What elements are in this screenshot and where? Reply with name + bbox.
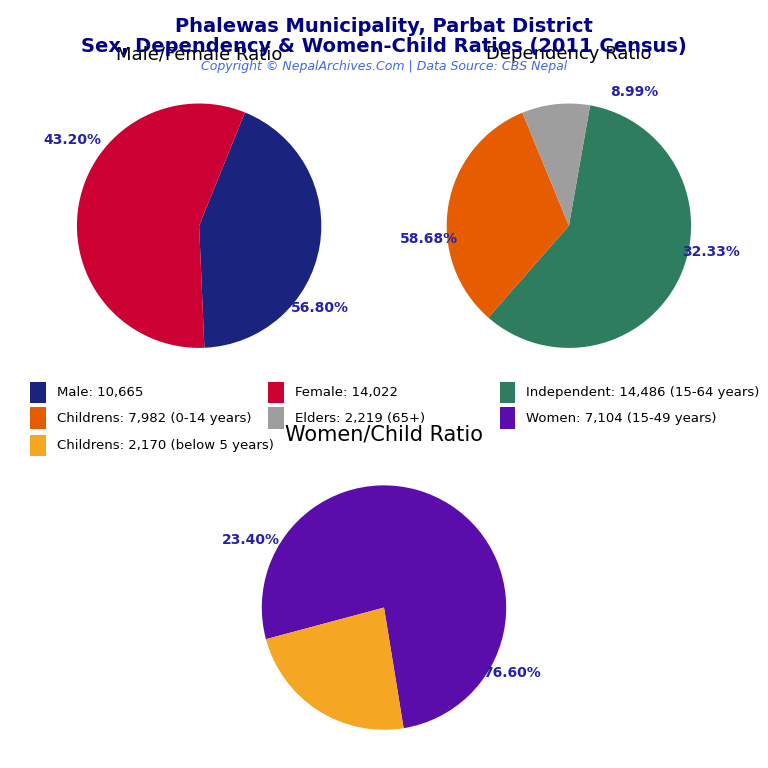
Wedge shape: [266, 607, 404, 730]
Title: Dependency Ratio: Dependency Ratio: [486, 45, 651, 63]
Text: Sex, Dependency & Women-Child Ratios (2011 Census): Sex, Dependency & Women-Child Ratios (20…: [81, 37, 687, 56]
FancyBboxPatch shape: [499, 382, 515, 403]
Text: Childrens: 2,170 (below 5 years): Childrens: 2,170 (below 5 years): [57, 439, 274, 452]
Wedge shape: [262, 485, 506, 728]
Text: 56.80%: 56.80%: [291, 301, 349, 315]
Wedge shape: [77, 104, 245, 348]
FancyBboxPatch shape: [499, 408, 515, 429]
Text: Female: 14,022: Female: 14,022: [295, 386, 398, 399]
Wedge shape: [447, 113, 569, 318]
FancyBboxPatch shape: [30, 382, 46, 403]
FancyBboxPatch shape: [269, 408, 284, 429]
Text: 58.68%: 58.68%: [400, 233, 458, 247]
Text: 76.60%: 76.60%: [484, 667, 541, 680]
Text: 8.99%: 8.99%: [611, 85, 659, 99]
Title: Women/Child Ratio: Women/Child Ratio: [285, 425, 483, 445]
Text: 32.33%: 32.33%: [682, 245, 740, 259]
Text: Elders: 2,219 (65+): Elders: 2,219 (65+): [295, 412, 425, 425]
Text: Women: 7,104 (15-49 years): Women: 7,104 (15-49 years): [526, 412, 717, 425]
Wedge shape: [488, 105, 691, 348]
FancyBboxPatch shape: [269, 382, 284, 403]
Wedge shape: [522, 104, 590, 226]
Text: Childrens: 7,982 (0-14 years): Childrens: 7,982 (0-14 years): [57, 412, 251, 425]
Text: 23.40%: 23.40%: [222, 533, 280, 547]
Text: Male: 10,665: Male: 10,665: [57, 386, 144, 399]
Text: Independent: 14,486 (15-64 years): Independent: 14,486 (15-64 years): [526, 386, 760, 399]
Text: Copyright © NepalArchives.Com | Data Source: CBS Nepal: Copyright © NepalArchives.Com | Data Sou…: [201, 60, 567, 73]
Wedge shape: [199, 112, 321, 348]
Text: 43.20%: 43.20%: [44, 133, 102, 147]
FancyBboxPatch shape: [30, 408, 46, 429]
FancyBboxPatch shape: [30, 435, 46, 456]
Title: Male/Female Ratio: Male/Female Ratio: [116, 45, 283, 63]
Text: Phalewas Municipality, Parbat District: Phalewas Municipality, Parbat District: [175, 17, 593, 36]
